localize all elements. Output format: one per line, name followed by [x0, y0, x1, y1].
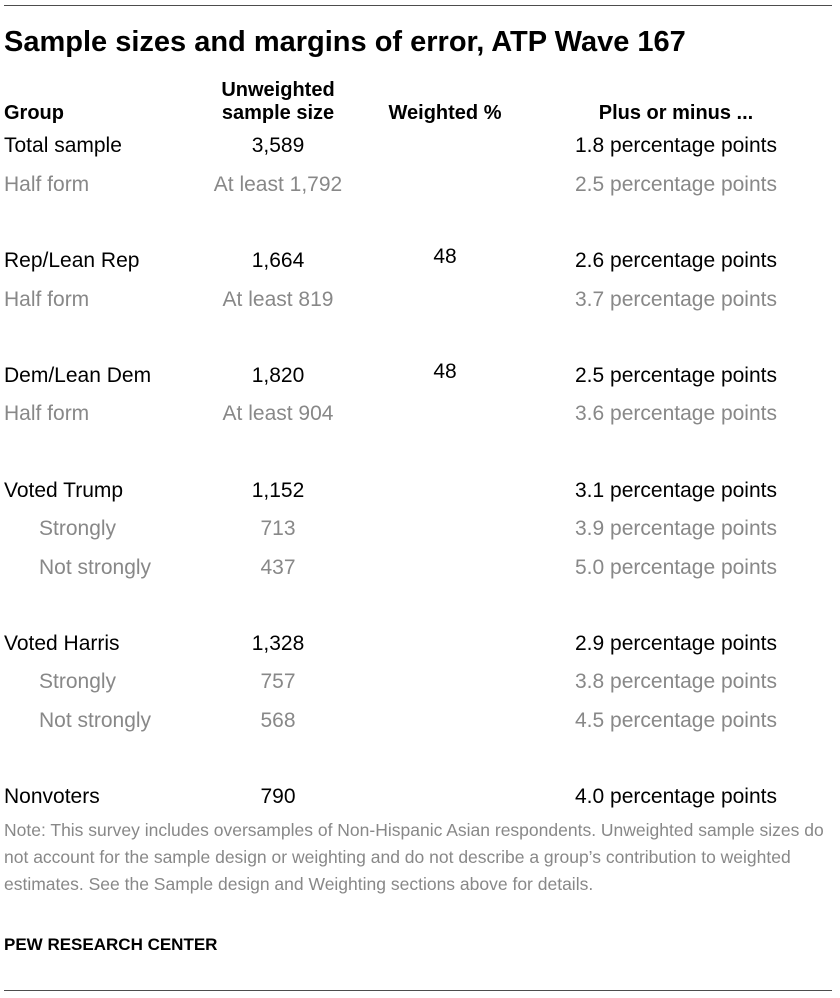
- header-unweighted: Unweighted sample size: [221, 79, 334, 125]
- row-group-label: Strongly: [39, 670, 117, 693]
- table-row: Not strongly 568 4.5 percentage points: [0, 706, 840, 736]
- header-moe: Plus or minus ...: [598, 102, 754, 124]
- table-row: Dem/Lean Dem 1,820 48 2.5 percentage points: [0, 360, 840, 391]
- row-unweighted-size: 1,664: [251, 249, 305, 272]
- table-row: Total sample 3,589 1.8 percentage points: [0, 131, 840, 161]
- table-row: Nonvoters 790 4.0 percentage points: [0, 782, 840, 812]
- note: Note: This survey includes oversamples o…: [4, 820, 824, 894]
- row-margin-of-error: 3.9 percentage points: [575, 517, 777, 540]
- table-title: Sample sizes and margins of error, ATP W…: [4, 26, 686, 58]
- row-group-label: Voted Trump: [4, 479, 124, 502]
- row-margin-of-error: 2.6 percentage points: [575, 249, 777, 272]
- row-margin-of-error: 4.5 percentage points: [575, 709, 777, 732]
- header-unweighted-line1: Unweighted: [221, 79, 335, 101]
- row-unweighted-size: 1,328: [251, 632, 305, 655]
- table-row: Half form At least 904 3.6 percentage poin…: [0, 399, 840, 429]
- row-group-label: Dem/Lean Dem: [4, 364, 152, 387]
- row-weighted-pct: 48: [433, 360, 457, 383]
- row-group-label: Not strongly: [39, 709, 152, 732]
- row-margin-of-error: 2.5 percentage points: [575, 173, 777, 196]
- header-unweighted-line2: sample size: [221, 102, 335, 124]
- row-group-label: Strongly: [39, 517, 117, 540]
- row-margin-of-error: 2.9 percentage points: [575, 632, 777, 655]
- row-group-label: Nonvoters: [4, 785, 100, 808]
- table-row: Voted Trump 1,152 3.1 percentage points: [0, 476, 840, 506]
- table-row: Half form At least 819 3.7 percentage poin…: [0, 285, 840, 315]
- row-weighted-pct: 48: [433, 245, 457, 268]
- top-rule: [4, 5, 832, 6]
- header-weighted: Weighted %: [388, 102, 502, 124]
- row-group-label: Rep/Lean Rep: [4, 249, 140, 272]
- row-unweighted-size: 790: [260, 785, 296, 808]
- source-label: PEW RESEARCH CENTER: [4, 935, 218, 954]
- header-group: Group: [4, 102, 64, 124]
- row-margin-of-error: 1.8 percentage points: [575, 134, 777, 157]
- row-unweighted-size: 568: [260, 709, 296, 732]
- row-margin-of-error: 3.8 percentage points: [575, 670, 777, 693]
- row-unweighted-size: 1,820: [251, 364, 305, 387]
- table-row: Not strongly 437 5.0 percentage points: [0, 553, 840, 583]
- table-row: Strongly 713 3.9 percentage points: [0, 514, 840, 544]
- row-margin-of-error: 3.1 percentage points: [575, 479, 777, 502]
- row-group-label: Voted Harris: [4, 632, 120, 655]
- row-unweighted-size: 757: [260, 670, 296, 693]
- row-unweighted-size: At least 904: [222, 402, 334, 425]
- row-unweighted-size: At least 819: [222, 288, 334, 311]
- bottom-rule: [4, 990, 832, 991]
- row-group-label: Half form: [4, 288, 90, 311]
- row-unweighted-size: 713: [260, 517, 296, 540]
- row-unweighted-size: 437: [260, 556, 296, 579]
- row-margin-of-error: 4.0 percentage points: [575, 785, 777, 808]
- row-margin-of-error: 3.6 percentage points: [575, 402, 777, 425]
- table-row: Rep/Lean Rep 1,664 48 2.6 percentage points: [0, 245, 840, 276]
- row-unweighted-size: 3,589: [251, 134, 305, 157]
- row-group-label: Not strongly: [39, 556, 152, 579]
- row-group-label: Total sample: [4, 134, 122, 157]
- row-unweighted-size: 1,152: [251, 479, 305, 502]
- table-row: Half form At least 1,792 2.5 percentage po…: [0, 170, 840, 200]
- row-margin-of-error: 3.7 percentage points: [575, 288, 777, 311]
- row-unweighted-size: At least 1,792: [213, 173, 343, 196]
- row-margin-of-error: 2.5 percentage points: [575, 364, 777, 387]
- row-margin-of-error: 5.0 percentage points: [575, 556, 777, 579]
- table-row: Voted Harris 1,328 2.9 percentage points: [0, 629, 840, 659]
- row-group-label: Half form: [4, 173, 90, 196]
- row-group-label: Half form: [4, 402, 90, 425]
- table-row: Strongly 757 3.8 percentage points: [0, 667, 840, 697]
